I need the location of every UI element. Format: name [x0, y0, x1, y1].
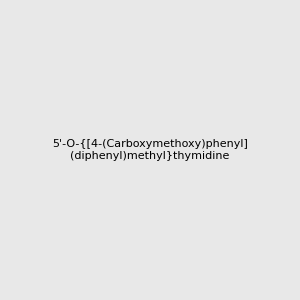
Text: 5'-O-{[4-(Carboxymethoxy)phenyl]
(diphenyl)methyl}thymidine: 5'-O-{[4-(Carboxymethoxy)phenyl] (diphen… — [52, 139, 248, 161]
